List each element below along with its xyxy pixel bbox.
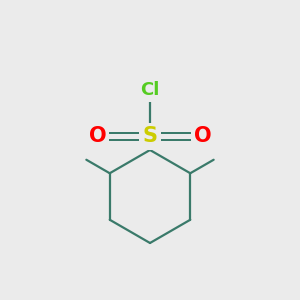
Text: O: O bbox=[194, 127, 211, 146]
Text: Cl: Cl bbox=[140, 81, 160, 99]
Text: O: O bbox=[89, 127, 106, 146]
Text: S: S bbox=[142, 127, 158, 146]
